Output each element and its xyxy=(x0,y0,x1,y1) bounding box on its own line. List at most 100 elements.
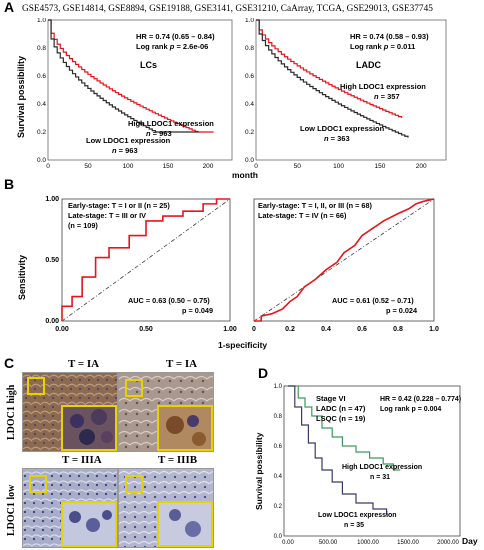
roc-right-diagonal xyxy=(253,198,435,322)
km-ladc-xtick: 100 xyxy=(333,163,344,168)
km-lcs-low-n: n = 963 xyxy=(112,146,138,155)
km-ladc-name: LADC xyxy=(356,60,381,70)
roc-left-ytick: 0.00 xyxy=(45,318,59,325)
km-lcs-ytick: 1.0 xyxy=(37,18,46,24)
roc-left-xtick: 0.00 xyxy=(55,326,69,333)
roc-plot-right: 0 0.2 0.4 0.6 0.8 1.0 xyxy=(252,198,439,333)
roc-right-frame xyxy=(253,198,435,322)
roc-left-ytick: 1.00 xyxy=(45,196,59,203)
km-lcs-xtick: 0 xyxy=(46,163,50,168)
km-d-ytick: 0.0 xyxy=(274,534,283,540)
panel-c-letter: C xyxy=(4,355,15,371)
km-d-ytick: 0.6 xyxy=(274,444,283,450)
km-ladc-ytick: 0.8 xyxy=(245,45,254,52)
roc-left-diagonal xyxy=(61,198,231,322)
km-ladc-hr: HR = 0.74 (0.58 – 0.93) xyxy=(350,32,429,41)
roc-left-early: Early-stage: T = I or II (n = 25) xyxy=(68,201,170,210)
km-ladc-xtick: 50 xyxy=(294,163,302,168)
panel-d-xlabel: Day xyxy=(462,536,478,546)
panel-a-xlabel: month xyxy=(232,170,258,180)
km-d-lsqc: LSQC (n = 19) xyxy=(316,414,366,423)
roc-left-xtick: 1.00 xyxy=(223,326,237,333)
ihc-title-4: T = IIIB xyxy=(158,454,198,466)
roc-left-late: Late-stage: T = III or IV xyxy=(68,211,147,220)
km-lcs-ytick: 0.0 xyxy=(37,157,46,164)
km-ladc-ytick: 0.4 xyxy=(245,101,254,108)
roc-left-auc: AUC = 0.63 (0.50 – 0.75) xyxy=(128,296,210,305)
km-d-ytick: 1.0 xyxy=(274,384,283,390)
km-d-xtick: 2000.00 xyxy=(437,540,459,545)
km-d-ladc: LADC (n = 47) xyxy=(316,404,366,413)
km-lcs-ytick: 0.4 xyxy=(37,101,46,108)
roc-left-xtick: 0.50 xyxy=(139,326,153,333)
ihc-1-roi xyxy=(27,377,45,395)
ihc-image-3 xyxy=(22,468,118,548)
roc-right-xtick: 0.6 xyxy=(357,326,367,333)
ihc-2-roi xyxy=(125,379,143,397)
roc-left-frame xyxy=(61,198,231,322)
km-lcs-ytick: 0.6 xyxy=(37,73,46,80)
roc-right-xtick: 0.4 xyxy=(321,326,331,333)
roc-right-curve xyxy=(254,198,435,322)
panel-b-letter: B xyxy=(4,176,15,192)
roc-right-auc: AUC = 0.61 (0.52 – 0.71) xyxy=(332,296,414,305)
roc-right-xtick: 0.2 xyxy=(285,326,295,333)
km-plot-stage-vi: 0.0 0.2 0.4 0.6 0.8 1.0 0.00 500.00 1000.00 1500… xyxy=(274,384,461,545)
km-ladc-xtick: 0 xyxy=(254,163,258,168)
km-lcs-name: LCs xyxy=(140,60,158,70)
km-d-ytick: 0.8 xyxy=(274,414,283,420)
ihc-1-zoom xyxy=(61,405,117,451)
km-lcs-xtick: 100 xyxy=(123,163,134,168)
km-d-ytick: 0.4 xyxy=(274,474,283,480)
km-lcs-xtick: 150 xyxy=(163,163,174,168)
km-lcs-ytick: 0.2 xyxy=(37,129,46,136)
km-ladc-low-label: Low LDOC1 expression xyxy=(300,124,385,133)
ihc-row-high: LDOC1 high xyxy=(6,384,17,440)
km-lcs-low-label: Low LDOC1 expression xyxy=(86,136,171,145)
panel-d-letter: D xyxy=(258,365,269,381)
km-d-ytick: 0.2 xyxy=(274,504,283,510)
km-d-low-n: n = 35 xyxy=(344,522,365,529)
km-ladc-ytick: 0.2 xyxy=(245,129,254,136)
km-d-logrank: Log rank p = 0.004 xyxy=(380,406,442,413)
ihc-4-zoom xyxy=(157,501,213,547)
roc-right-xtick: 0 xyxy=(252,326,256,333)
roc-right-p: p = 0.024 xyxy=(386,306,418,315)
km-d-high-curve xyxy=(288,385,401,471)
km-d-xtick: 0.00 xyxy=(282,540,294,545)
roc-left-p: p = 0.049 xyxy=(182,306,214,315)
km-ladc-xtick: 150 xyxy=(374,163,385,168)
dataset-list: GSE4573, GSE14814, GSE8894, GSE19188, GS… xyxy=(22,4,433,14)
km-lcs-low-curve xyxy=(48,19,199,133)
km-ladc-logrank: Log rank p = 0.011 xyxy=(350,42,416,51)
km-lcs-frame xyxy=(47,19,233,161)
km-ladc-ytick: 1.0 xyxy=(245,18,254,24)
km-lcs-high-n: n = 963 xyxy=(146,129,172,138)
km-ladc-xtick: 200 xyxy=(416,163,427,168)
ihc-2-zoom xyxy=(157,405,213,451)
roc-right-late: Late-stage: T = IV (n = 66) xyxy=(258,211,347,220)
km-ladc-high-label: High LDOC1 expression xyxy=(340,82,426,91)
roc-left-late-n: (n = 109) xyxy=(68,221,98,230)
roc-right-xtick: 1.0 xyxy=(429,326,439,333)
roc-right-xtick: 0.8 xyxy=(393,326,403,333)
roc-right-early: Early-stage: T = I, II, or III (n = 68) xyxy=(258,201,372,210)
km-d-hr: HR = 0.42 (0.228 – 0.774) xyxy=(380,396,462,403)
ihc-image-4 xyxy=(118,468,214,548)
km-d-xtick: 1000.00 xyxy=(357,540,379,545)
ihc-image-1 xyxy=(22,372,118,452)
roc-left-ytick: 0.50 xyxy=(45,257,59,264)
km-lcs-xtick: 200 xyxy=(203,163,214,168)
roc-plot-left: 0.00 0.50 1.00 0.00 0.50 1.00 xyxy=(45,196,237,333)
panel-b-ylabel: Sensitivity xyxy=(17,254,27,300)
panel-a-ylabel: Survival possibility xyxy=(16,55,26,138)
km-d-stage: Stage VI xyxy=(316,394,346,403)
km-lcs-xtick: 50 xyxy=(84,163,92,168)
ihc-image-2 xyxy=(118,372,214,452)
km-d-xtick: 500.00 xyxy=(319,540,338,545)
km-lcs-hr: HR = 0.74 (0.65 – 0.84) xyxy=(136,32,215,41)
km-d-high-n: n = 31 xyxy=(370,474,391,481)
km-d-low-label: Low LDOC1 expression xyxy=(318,512,397,519)
km-d-low-curve xyxy=(288,385,388,515)
